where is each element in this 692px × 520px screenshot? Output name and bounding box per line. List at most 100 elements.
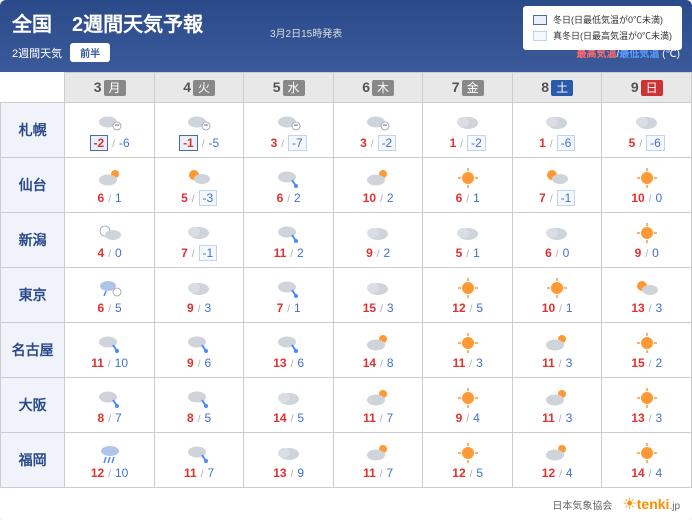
temps: 12/5 <box>426 466 509 480</box>
legend-box: 冬日(日最低気温が0℃未満) 真冬日(日最高気温が0℃未満) <box>523 6 682 50</box>
weather-icon <box>68 330 151 356</box>
forecast-cell: 11/2 <box>244 213 334 268</box>
high-temp: 12 <box>542 466 555 480</box>
temps: 9/4 <box>426 411 509 425</box>
forecast-cell: 12/4 <box>512 433 602 488</box>
weather-icon <box>426 275 509 301</box>
midwinter-day-swatch <box>533 31 547 41</box>
weather-icon <box>426 109 509 135</box>
temps: 6/2 <box>247 191 330 205</box>
forecast-cell: 5/1 <box>423 213 513 268</box>
high-temp: 10 <box>363 191 376 205</box>
high-temp: 7 <box>539 191 546 205</box>
temps: 11/2 <box>247 246 330 260</box>
high-temp: -1 <box>179 135 198 151</box>
weather-icon <box>605 165 688 191</box>
high-temp: 3 <box>360 136 367 150</box>
forecast-cell: 11/7 <box>333 378 423 433</box>
temps: 13/3 <box>605 411 688 425</box>
high-temp: 13 <box>273 466 286 480</box>
temps: 13/9 <box>247 466 330 480</box>
low-temp: 3 <box>476 356 483 370</box>
weather-icon <box>68 220 151 246</box>
high-temp: 9 <box>366 246 373 260</box>
high-temp: 9 <box>456 411 463 425</box>
weather-icon <box>337 385 420 411</box>
low-temp: 0 <box>115 246 122 260</box>
forecast-cell: 9/0 <box>602 213 692 268</box>
weather-icon <box>68 275 151 301</box>
temps: 8/7 <box>68 411 151 425</box>
forecast-cell: 10/0 <box>602 158 692 213</box>
forecast-cell: 14/8 <box>333 323 423 378</box>
first-half-button[interactable]: 前半 <box>70 43 110 62</box>
temps: 4/0 <box>68 246 151 260</box>
day-header-cell: 9日 <box>602 73 692 103</box>
low-temp: 4 <box>655 466 662 480</box>
forecast-cell: 11/3 <box>512 323 602 378</box>
forecast-cell: 7/-1 <box>154 213 244 268</box>
weather-icon <box>605 330 688 356</box>
high-temp: 9 <box>187 356 194 370</box>
weather-icon <box>337 440 420 466</box>
weather-icon <box>247 330 330 356</box>
high-temp: 14 <box>273 411 286 425</box>
forecast-cell: 11/10 <box>65 323 155 378</box>
weather-icon <box>247 109 330 135</box>
temps: 14/5 <box>247 411 330 425</box>
weather-icon <box>158 275 241 301</box>
low-temp: 3 <box>387 301 394 315</box>
weather-icon <box>605 220 688 246</box>
high-temp: 15 <box>631 356 644 370</box>
low-temp: 0 <box>652 246 659 260</box>
low-temp: 3 <box>566 411 573 425</box>
high-temp: 1 <box>450 136 457 150</box>
high-temp: -2 <box>90 135 109 151</box>
high-temp: 10 <box>542 301 555 315</box>
weather-icon <box>337 330 420 356</box>
temps: 9/2 <box>337 246 420 260</box>
weather-icon <box>68 440 151 466</box>
temps: 6/0 <box>516 246 599 260</box>
low-temp: 9 <box>297 466 304 480</box>
weather-icon <box>426 440 509 466</box>
temps: -1/-5 <box>158 135 241 151</box>
low-temp: -2 <box>378 135 397 151</box>
forecast-cell: -2/-6 <box>65 103 155 158</box>
day-header-cell: 4火 <box>154 73 244 103</box>
high-temp: 9 <box>635 246 642 260</box>
low-temp: 5 <box>476 301 483 315</box>
temps: 7/1 <box>247 301 330 315</box>
day-header-cell: 3月 <box>65 73 155 103</box>
forecast-cell: 14/4 <box>602 433 692 488</box>
high-temp: 14 <box>363 356 376 370</box>
forecast-cell: 13/6 <box>244 323 334 378</box>
forecast-cell: 6/0 <box>512 213 602 268</box>
temps: 8/5 <box>158 411 241 425</box>
low-temp: 1 <box>115 191 122 205</box>
weather-icon <box>337 109 420 135</box>
temps: 5/-3 <box>158 190 241 206</box>
high-temp: 12 <box>91 466 104 480</box>
forecast-cell: 11/7 <box>154 433 244 488</box>
assoc-label: 日本気象協会 <box>552 497 612 512</box>
temps: 11/10 <box>68 356 151 370</box>
forecast-cell: 12/5 <box>423 433 513 488</box>
weather-icon <box>426 220 509 246</box>
high-temp: 11 <box>91 356 104 370</box>
forecast-cell: 14/5 <box>244 378 334 433</box>
weather-icon <box>158 164 241 190</box>
weather-icon <box>426 330 509 356</box>
footer: 日本気象協会 ☀tenki.jp <box>0 488 692 520</box>
high-temp: 5 <box>181 191 188 205</box>
high-temp: 5 <box>456 246 463 260</box>
sub-label: 2週間天気 <box>12 45 62 61</box>
high-temp: 11 <box>542 411 555 425</box>
header: 全国 2週間天気予報 3月2日15時発表 冬日(日最低気温が0℃未満) 真冬日(… <box>0 0 692 72</box>
low-temp: -7 <box>288 135 307 151</box>
high-temp: 5 <box>629 136 636 150</box>
city-row: 札幌-2/-6-1/-53/-73/-21/-21/-65/-6 <box>1 103 692 158</box>
city-row: 仙台6/15/-36/210/26/17/-110/0 <box>1 158 692 213</box>
city-label: 札幌 <box>1 103 65 158</box>
day-header-cell: 6木 <box>333 73 423 103</box>
